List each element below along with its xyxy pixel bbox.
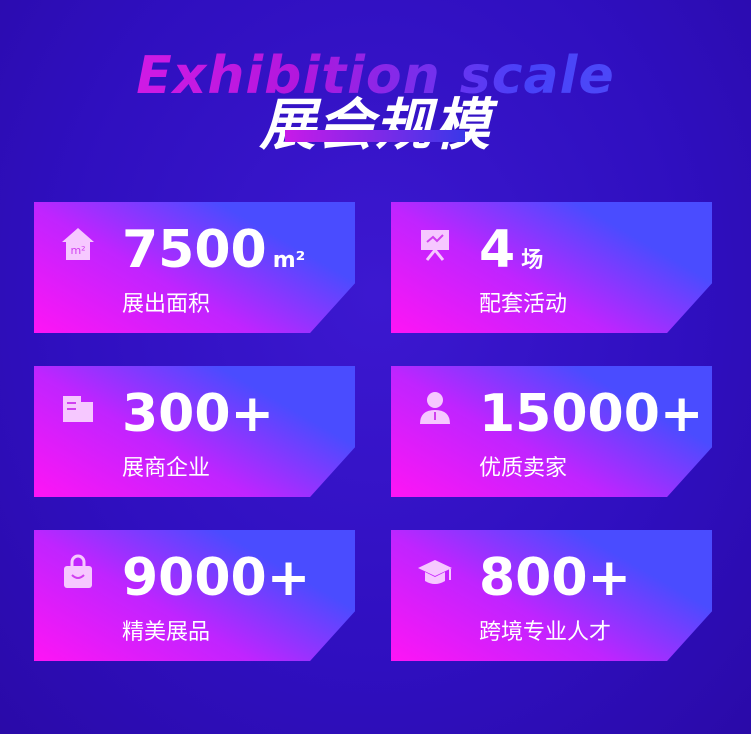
stat-card-area: m² 7500 m² 展出面积 <box>34 202 355 333</box>
stat-card-sellers: 15000+ 优质卖家 <box>391 366 712 497</box>
stat-label: 配套活动 <box>479 292 568 317</box>
stat-card-talent: 800+ 跨境专业人才 <box>391 530 712 661</box>
page-title: 展会规模 <box>259 93 492 158</box>
stat-value: 7500 <box>122 220 267 280</box>
stat-value: 9000+ <box>122 548 311 608</box>
stat-unit: m² <box>272 248 306 273</box>
house-m2-icon: m² <box>60 226 96 262</box>
stat-label: 精美展品 <box>122 620 211 645</box>
stat-value: 15000+ <box>479 384 704 444</box>
shopping-bag-icon <box>60 554 96 590</box>
presentation-board-icon <box>417 226 453 262</box>
stat-label: 优质卖家 <box>479 456 568 481</box>
svg-text:m²: m² <box>70 244 85 257</box>
stat-card-exhibitors: 300+ 展商企业 <box>34 366 355 497</box>
stat-value: 300+ <box>122 384 275 444</box>
title-english: Exhibition scale <box>0 46 751 106</box>
title-underline <box>285 130 465 142</box>
stat-value: 4 <box>479 220 516 280</box>
stat-label: 跨境专业人才 <box>479 620 612 645</box>
stat-card-products: 9000+ 精美展品 <box>34 530 355 661</box>
graduation-cap-icon <box>417 554 453 590</box>
stat-label: 展商企业 <box>122 456 211 481</box>
person-icon <box>417 390 453 426</box>
stat-unit: 场 <box>521 248 544 273</box>
stat-value: 800+ <box>479 548 632 608</box>
stat-label: 展出面积 <box>122 292 211 317</box>
building-icon <box>60 390 96 426</box>
